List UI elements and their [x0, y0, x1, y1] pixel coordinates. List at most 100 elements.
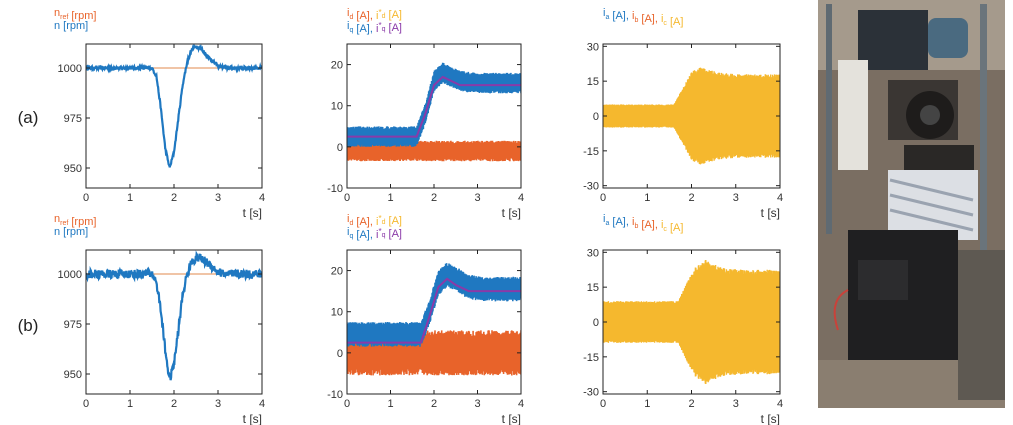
y-tick-label: 975 — [64, 319, 82, 331]
x-tick-label: 2 — [688, 398, 694, 410]
plot-frame — [346, 43, 522, 189]
y-tick-label: 0 — [593, 317, 599, 329]
y-tick-label: 10 — [331, 307, 343, 319]
legend-entry: ia [A], ib [A], ic [A] — [603, 7, 683, 28]
x-tick-label: 0 — [600, 398, 606, 410]
row-labels: (a) (b) — [18, 108, 39, 335]
series-speed-line — [86, 250, 262, 381]
series-speed-line — [86, 44, 262, 168]
x-axis-label: t [s] — [243, 412, 262, 425]
x-tick-label: 4 — [777, 192, 783, 204]
legend-entry: n [rpm] — [54, 226, 88, 238]
y-tick-label: 20 — [331, 60, 343, 72]
legend-entry: id [A], i*d [A] — [347, 7, 402, 22]
y-tick-label: -15 — [583, 352, 599, 364]
y-tick-label: 10 — [331, 101, 343, 113]
y-tick-label: 0 — [337, 142, 343, 154]
plot-frame — [85, 43, 263, 189]
test-bench-photo — [818, 0, 1005, 408]
y-tick-label: -10 — [327, 389, 343, 401]
x-tick-label: 3 — [474, 192, 480, 204]
x-axis-label: t [s] — [761, 206, 780, 220]
y-tick-label: 30 — [587, 247, 599, 259]
chart-phase_a: 0 1 2 3 4 -30 -15 0 15 30 t [s] ia [A], ib [A], ic … — [583, 7, 783, 220]
x-tick-label: 4 — [518, 192, 524, 204]
x-tick-label: 1 — [644, 192, 650, 204]
x-tick-label: 0 — [83, 398, 89, 410]
plot-area — [86, 250, 262, 381]
x-tick-label: 2 — [171, 192, 177, 204]
x-tick-label: 2 — [431, 398, 437, 410]
y-tick-label: 15 — [587, 282, 599, 294]
series-iq — [347, 263, 521, 347]
plot-area — [603, 259, 780, 385]
row-label-b: (b) — [18, 316, 39, 335]
x-tick-label: 4 — [518, 398, 524, 410]
x-tick-label: 4 — [259, 398, 265, 410]
x-tick-label: 3 — [733, 192, 739, 204]
x-tick-label: 3 — [474, 398, 480, 410]
legend-entry: ia [A], ib [A], ic [A] — [603, 213, 683, 234]
x-tick-label: 2 — [688, 192, 694, 204]
x-axis-label: t [s] — [761, 412, 780, 425]
y-tick-label: 30 — [587, 41, 599, 53]
series-iq_ref — [347, 277, 521, 344]
legend-entry: nref [rpm] — [54, 7, 96, 22]
y-tick-label: 975 — [64, 113, 82, 125]
x-axis-label: t [s] — [502, 412, 521, 425]
x-tick-label: 4 — [259, 192, 265, 204]
x-axis-label: t [s] — [502, 206, 521, 220]
series-id — [347, 140, 521, 162]
chart-phase_b: 0 1 2 3 4 -30 -15 0 15 30 t [s] ia [A], ib [A], ic … — [583, 213, 783, 425]
x-tick-label: 1 — [387, 192, 393, 204]
y-tick-label: -15 — [583, 146, 599, 158]
plot-area — [603, 67, 780, 165]
series-id — [347, 330, 521, 376]
plot-area — [86, 44, 262, 168]
x-tick-label: 1 — [387, 398, 393, 410]
x-tick-label: 0 — [344, 398, 350, 410]
legend-entry: nref [rpm] — [54, 213, 96, 228]
legend-entry: id [A], i*d [A] — [347, 213, 402, 228]
x-tick-label: 2 — [431, 192, 437, 204]
chart-speed_b: 0 1 2 3 4 950 975 1000 t [s] nref [rpm]n [rpm] — [54, 213, 265, 425]
x-tick-label: 3 — [733, 398, 739, 410]
y-tick-label: 0 — [337, 348, 343, 360]
y-tick-label: 0 — [593, 111, 599, 123]
y-tick-label: 20 — [331, 266, 343, 278]
row-label-a: (a) — [18, 108, 39, 127]
plot-area — [347, 62, 521, 162]
series-phase-currents — [603, 259, 780, 385]
y-tick-label: 1000 — [58, 269, 82, 281]
x-tick-label: 1 — [127, 192, 133, 204]
x-tick-label: 1 — [644, 398, 650, 410]
legend-entry: iq [A], i*q [A] — [347, 226, 402, 241]
y-tick-label: -10 — [327, 183, 343, 195]
x-tick-label: 0 — [344, 192, 350, 204]
x-axis-label: t [s] — [243, 206, 262, 220]
legend-entry: iq [A], i*q [A] — [347, 20, 402, 35]
plot-area — [347, 263, 521, 376]
y-tick-label: 1000 — [58, 63, 82, 75]
y-tick-label: -30 — [583, 387, 599, 399]
chart-speed_a: 0 1 2 3 4 950 975 1000 t [s] nref [rpm]n [rpm] — [54, 7, 265, 220]
x-tick-label: 3 — [215, 398, 221, 410]
y-tick-label: 950 — [64, 163, 82, 175]
x-tick-label: 1 — [127, 398, 133, 410]
legend-entry: n [rpm] — [54, 20, 88, 32]
y-tick-label: 15 — [587, 76, 599, 88]
y-tick-label: 950 — [64, 369, 82, 381]
series-iq — [347, 62, 521, 147]
x-tick-label: 0 — [83, 192, 89, 204]
x-tick-label: 4 — [777, 398, 783, 410]
x-tick-label: 0 — [600, 192, 606, 204]
series-phase-currents — [603, 67, 780, 165]
x-tick-label: 3 — [215, 192, 221, 204]
series-iq_ref — [347, 75, 521, 138]
y-tick-label: -30 — [583, 181, 599, 193]
x-tick-label: 2 — [171, 398, 177, 410]
